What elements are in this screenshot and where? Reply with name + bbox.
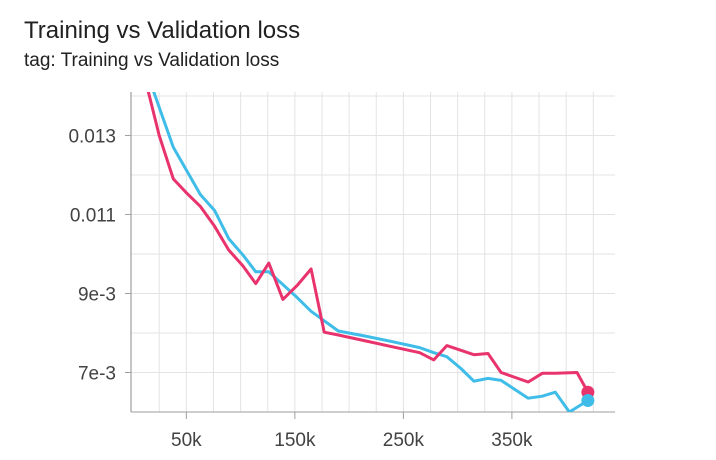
series-line [146, 92, 590, 394]
y-tick-label: 7e-3 [78, 363, 116, 384]
chart-title: Training vs Validation loss [24, 17, 301, 44]
x-axis-ticks: 50k 150k 250k 350k [171, 412, 533, 451]
series-endpoint-marker[interactable] [581, 394, 595, 408]
series-lines [146, 92, 590, 412]
series-endpoints[interactable] [581, 385, 595, 408]
x-tick-label: 150k [274, 430, 316, 451]
x-tick-label: 350k [491, 430, 533, 451]
y-tick-label: 9e-3 [78, 284, 116, 305]
axes [130, 92, 615, 413]
y-tick-label: 0.013 [68, 126, 116, 147]
x-tick-label: 250k [383, 430, 425, 451]
y-tick-label: 0.011 [70, 205, 116, 226]
x-tick-label: 50k [171, 430, 202, 451]
chart-subtitle: tag: Training vs Validation loss [24, 50, 280, 71]
series-line [152, 92, 590, 412]
y-axis-ticks: 7e-3 9e-3 0.011 0.013 [68, 126, 131, 384]
grid-lines [131, 92, 615, 413]
